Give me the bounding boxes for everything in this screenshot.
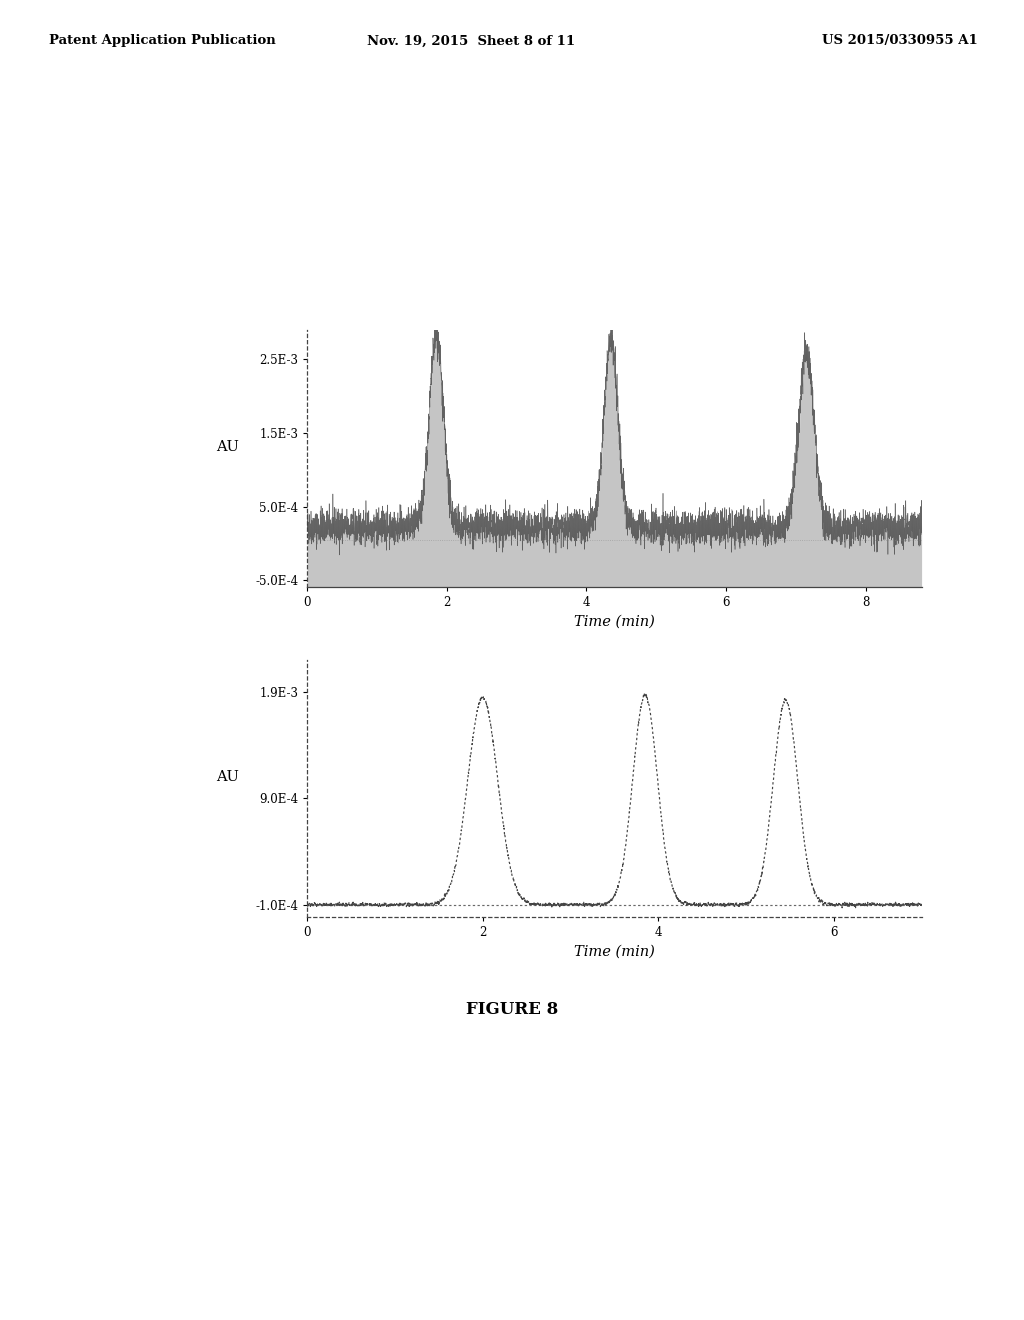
X-axis label: Time (min): Time (min) <box>574 615 654 630</box>
Y-axis label: AU: AU <box>216 770 239 784</box>
Y-axis label: AU: AU <box>216 440 239 454</box>
Text: FIGURE 8: FIGURE 8 <box>466 1002 558 1018</box>
Text: Nov. 19, 2015  Sheet 8 of 11: Nov. 19, 2015 Sheet 8 of 11 <box>367 34 575 48</box>
Text: Patent Application Publication: Patent Application Publication <box>49 34 275 48</box>
Text: US 2015/0330955 A1: US 2015/0330955 A1 <box>822 34 978 48</box>
X-axis label: Time (min): Time (min) <box>574 945 654 960</box>
